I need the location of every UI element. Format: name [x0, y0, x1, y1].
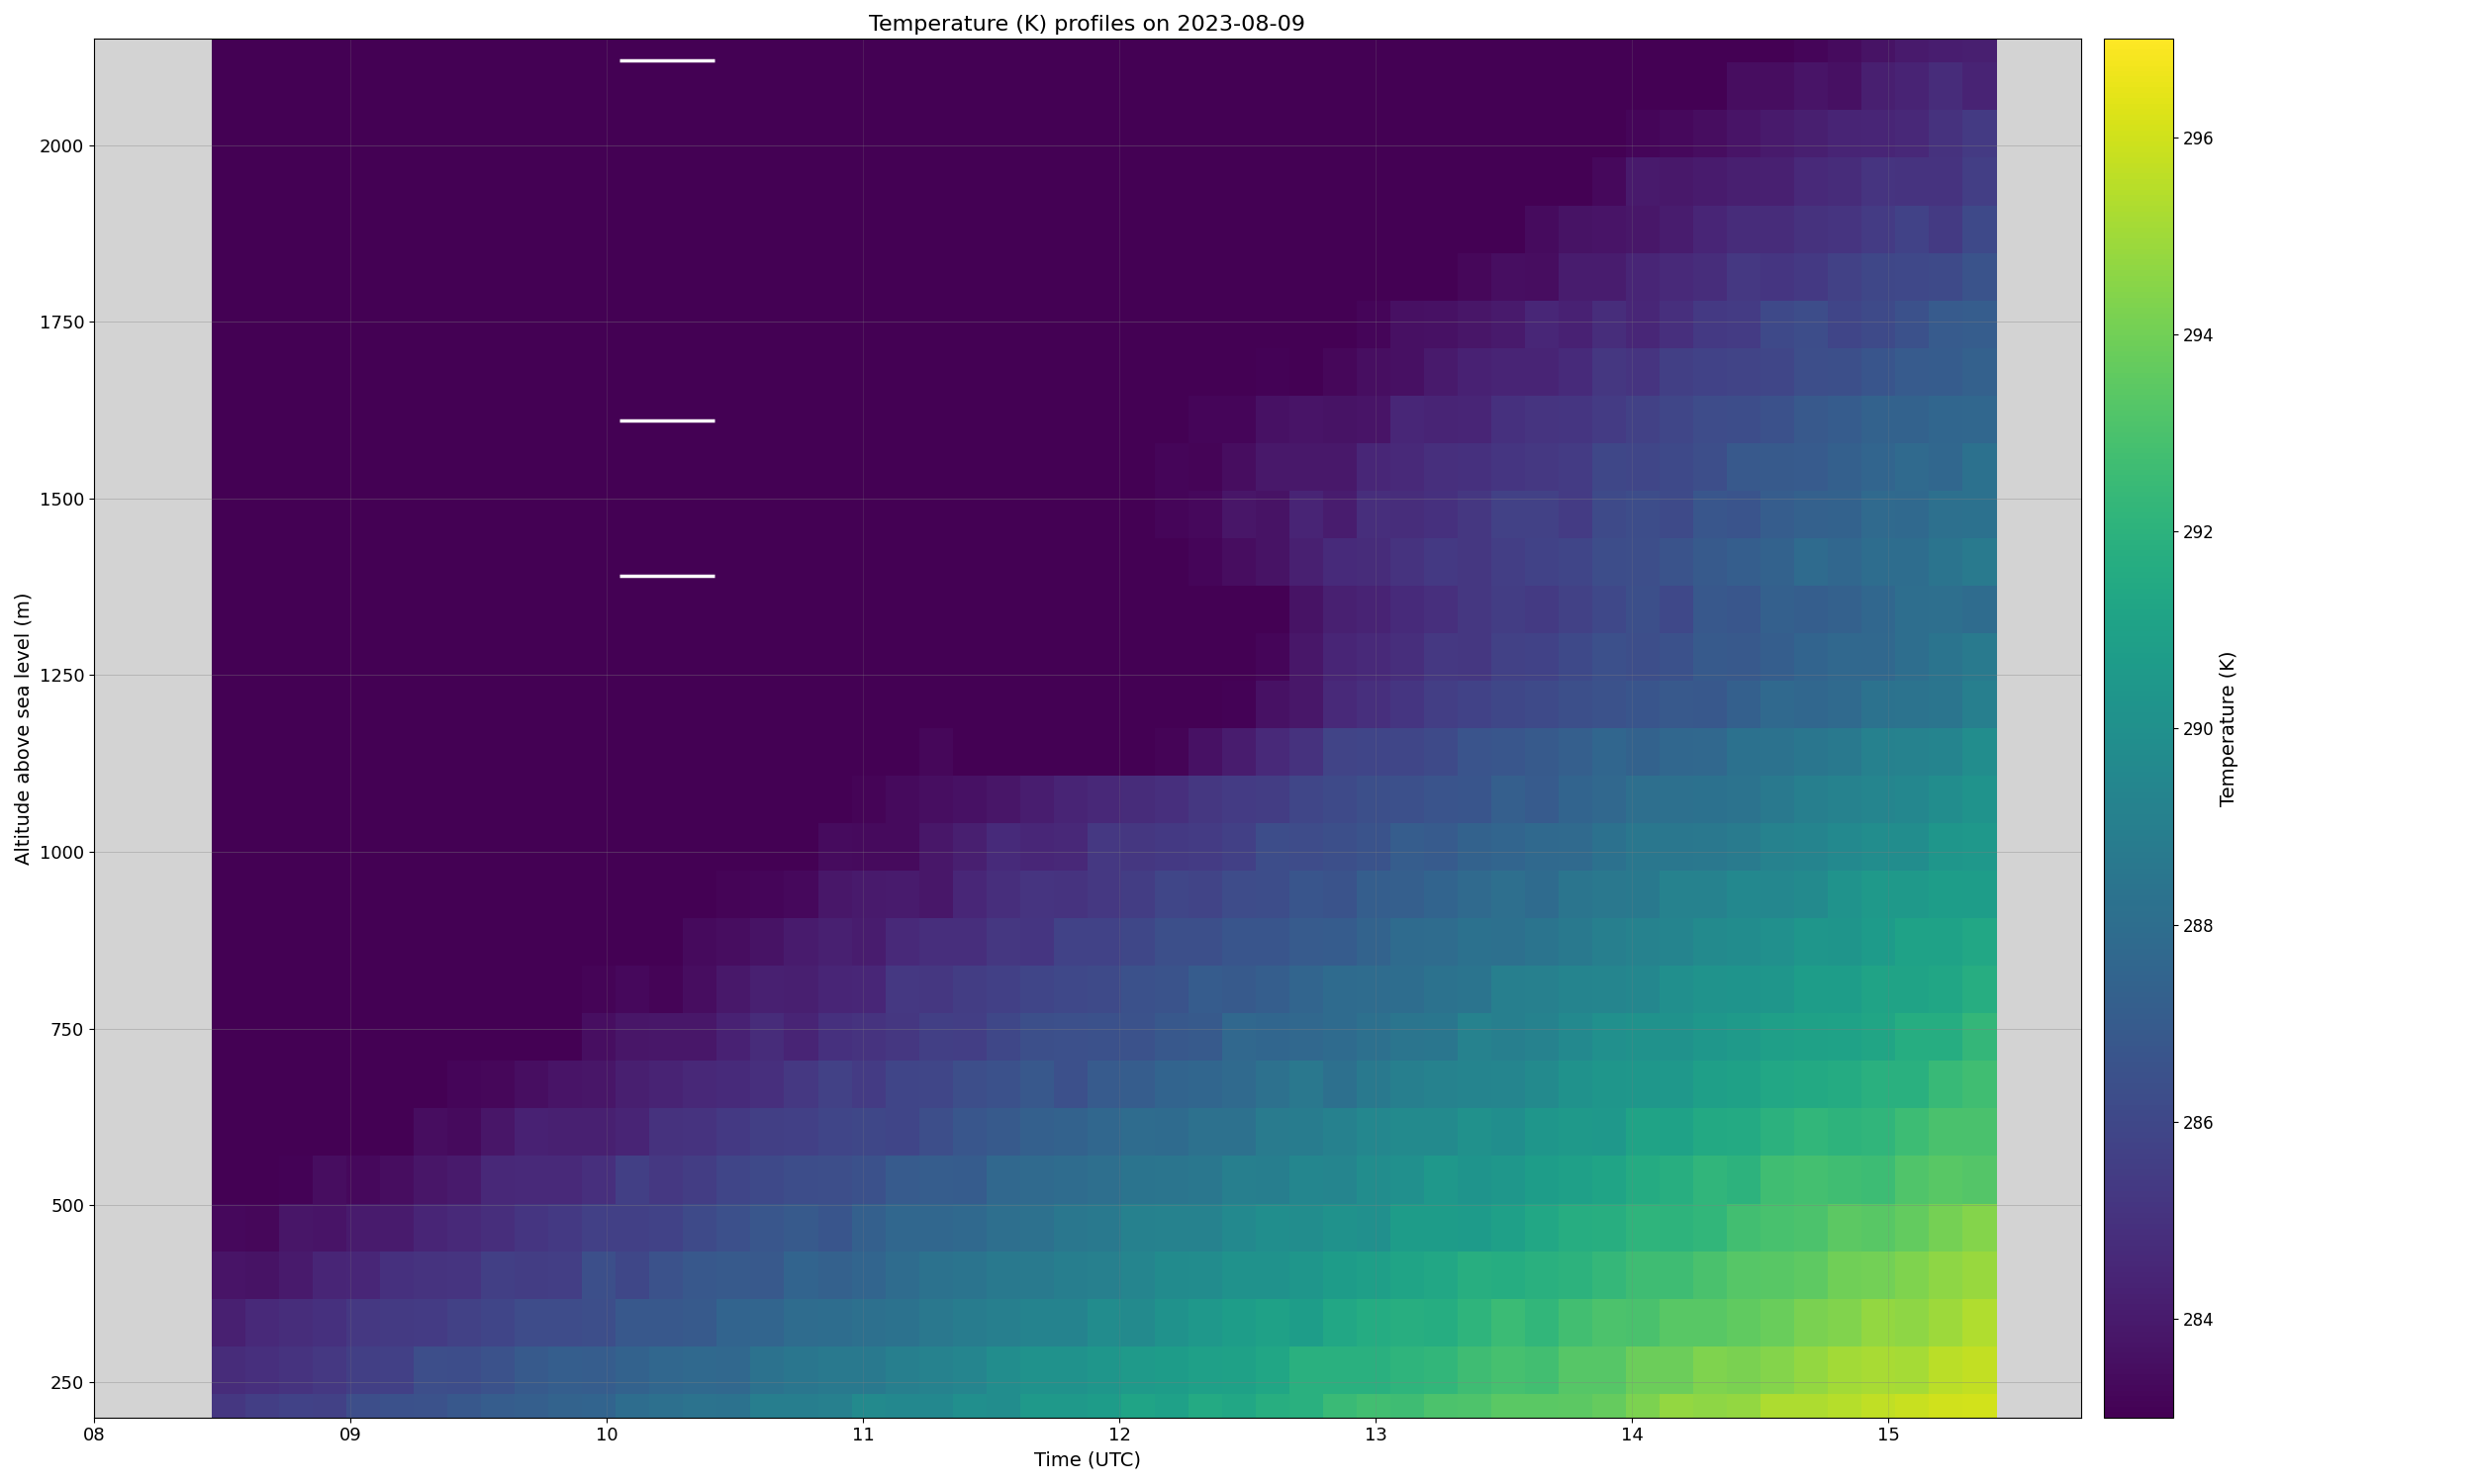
- X-axis label: Time (UTC): Time (UTC): [1034, 1450, 1141, 1469]
- Y-axis label: Altitude above sea level (m): Altitude above sea level (m): [15, 592, 35, 865]
- Title: Temperature (K) profiles on 2023-08-09: Temperature (K) profiles on 2023-08-09: [868, 15, 1306, 34]
- Y-axis label: Temperature (K): Temperature (K): [2219, 650, 2239, 806]
